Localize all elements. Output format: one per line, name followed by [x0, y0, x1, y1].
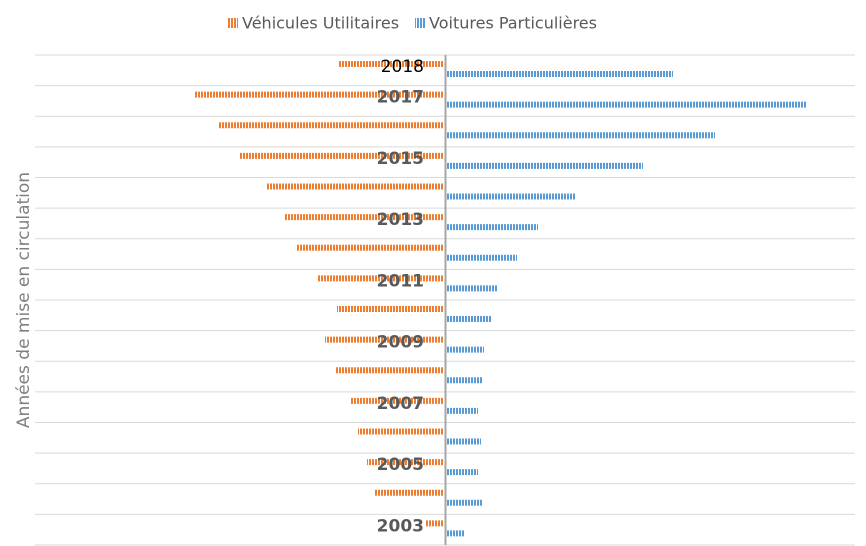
legend-swatch	[415, 18, 426, 28]
bar	[296, 244, 444, 251]
y-tick-label: 2007	[377, 394, 424, 414]
bar	[447, 224, 538, 231]
bar	[335, 367, 444, 374]
bar	[447, 438, 481, 445]
legend-swatch	[228, 18, 238, 28]
bar	[367, 459, 444, 466]
y-tick-label: 2013	[377, 210, 424, 230]
bar	[337, 306, 444, 312]
y-tick-label: 2009	[377, 333, 424, 353]
y-axis-title: Années de mise en circulation	[14, 172, 34, 428]
legend-label: Véhicules Utilitaires	[242, 14, 399, 33]
bar	[325, 336, 444, 343]
bar	[447, 530, 465, 537]
bar	[447, 469, 478, 476]
bar	[447, 285, 498, 292]
y-tick-label: 2018	[381, 57, 424, 77]
y-tick-label: 2005	[377, 455, 424, 475]
bar	[318, 275, 444, 282]
bar	[447, 254, 517, 261]
bar	[350, 397, 444, 404]
bar	[447, 499, 482, 506]
bar	[447, 193, 575, 200]
bar	[447, 377, 482, 384]
legend-label: Voitures Particulières	[429, 14, 597, 33]
bar	[239, 152, 444, 159]
bar	[338, 61, 444, 67]
bar	[358, 428, 444, 435]
bar	[285, 214, 444, 221]
bar	[447, 162, 643, 169]
y-tick-label: 2017	[377, 88, 424, 108]
bar	[447, 101, 806, 108]
bar	[425, 520, 444, 527]
bar	[218, 122, 444, 129]
bar	[195, 91, 444, 98]
bar	[447, 346, 484, 353]
y-tick-label: 2015	[377, 149, 424, 169]
bar	[266, 183, 444, 190]
bar	[375, 489, 444, 496]
bar	[447, 71, 673, 77]
y-tick-label: 2011	[377, 271, 424, 291]
bar	[447, 132, 715, 139]
bar	[447, 316, 491, 322]
y-tick-label: 2003	[377, 516, 424, 536]
bar	[447, 407, 478, 414]
